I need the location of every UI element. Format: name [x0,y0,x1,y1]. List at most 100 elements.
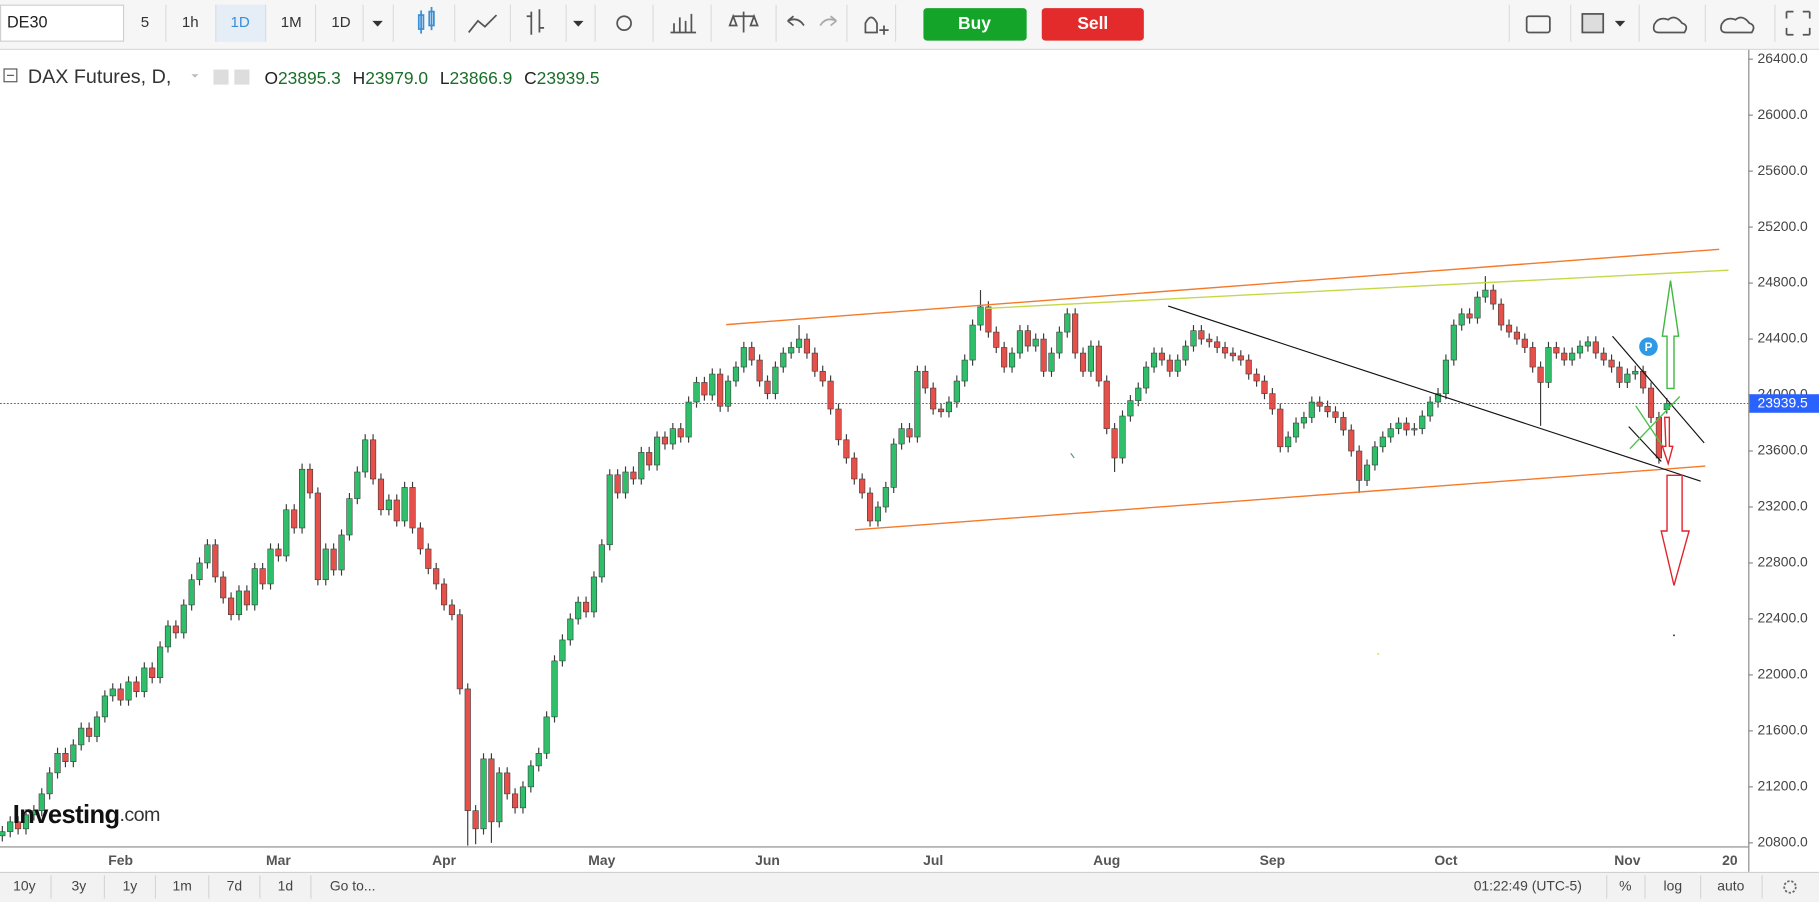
candle-body [701,382,708,396]
candle-body [464,688,471,811]
candle-body [1584,341,1591,347]
range-button[interactable]: 1y [123,878,138,894]
log-toggle[interactable]: log [1664,878,1683,894]
settings-icon[interactable] [1783,880,1797,894]
candle-body [638,452,645,480]
candle-body [717,373,724,407]
range-button[interactable]: 1m [172,878,191,894]
compare-icon[interactable] [728,11,759,33]
legend-icon[interactable] [213,69,229,85]
auto-toggle[interactable]: auto [1717,878,1744,894]
buy-button[interactable] [923,8,1027,41]
candle-body [772,366,779,394]
legend-dropdown[interactable] [191,74,199,78]
candle-body [1190,330,1197,347]
candle-body [977,306,984,326]
candle-body [1064,313,1071,333]
range-button[interactable]: 3y [72,878,87,894]
channel-line[interactable] [726,248,1720,326]
interval-button[interactable]: 1M [281,14,302,31]
resistance-line[interactable] [986,269,1729,310]
y-tick-label: 26000.0 [1758,106,1809,122]
candle-body [685,401,692,438]
candle-body [1024,330,1031,347]
interval-button[interactable]: 1D [231,14,250,31]
candle-body [1537,366,1544,383]
range-button[interactable]: 7d [227,878,242,894]
candle-body [653,436,661,466]
symbol-input[interactable] [0,4,125,42]
collapse-button[interactable] [3,68,18,83]
candle-body [1016,330,1024,354]
percent-toggle[interactable]: % [1619,878,1631,894]
dropdown-icon[interactable] [573,20,584,27]
trend-line[interactable] [1168,305,1701,482]
up-arrow[interactable] [1661,280,1680,390]
buy-label: Buy [958,13,991,33]
range-button[interactable]: 10y [13,878,35,894]
legend-ohlc: O23895.3 H23979.0 L23866.9 C23939.5 [264,67,599,87]
cross-line[interactable] [1635,405,1665,448]
trend-line[interactable] [1628,426,1662,462]
position-marker[interactable] [1639,337,1658,356]
dropdown-icon[interactable] [1614,20,1626,27]
candle-body [1103,380,1110,429]
cloud-save-icon[interactable] [1720,16,1755,34]
undo-icon[interactable] [787,15,805,27]
down-arrow[interactable] [1660,474,1690,586]
color-icon[interactable] [1581,13,1605,34]
candle-body [1608,359,1615,368]
candle-body [732,366,740,382]
candle-body [780,352,787,368]
last-price-box [1749,394,1819,413]
x-tick-label: Feb [108,852,133,868]
x-tick-label: Jun [755,852,780,868]
candle-body [906,428,913,438]
trend-line[interactable] [1612,335,1705,444]
redo-icon[interactable] [819,15,837,27]
candle-body [1056,331,1063,354]
range-button[interactable]: 1d [278,878,293,894]
dot [1377,652,1380,655]
candle-body [338,534,345,571]
candle-body [1616,366,1623,383]
candle-body [157,646,164,679]
candle-body [1600,352,1607,361]
candle-body [567,618,574,641]
candle-body [259,568,266,585]
interval-button[interactable]: 1h [182,14,199,31]
clock: 01:22:49 (UTC-5) [1474,878,1582,894]
candle-body [306,468,314,494]
alert-icon[interactable] [864,16,889,35]
candle-body [1072,313,1079,354]
cloud-load-icon[interactable] [1652,16,1688,34]
candle-body [7,821,14,832]
candles-icon[interactable] [417,6,435,34]
settings-icon[interactable] [616,15,632,32]
candle-body [417,527,424,550]
fullscreen-icon[interactable] [1785,10,1811,36]
candle-body [527,765,534,788]
indicators-icon[interactable] [670,13,697,34]
ohlc-value: 23979.0 [365,67,428,87]
sell-button[interactable] [1041,8,1144,41]
line-icon[interactable] [467,14,498,34]
candle-body [1008,352,1016,368]
camera-icon[interactable] [1525,15,1551,34]
candle-body [1277,408,1284,448]
candle-body [267,548,274,585]
goto-button[interactable]: Go to... [330,878,376,894]
down-arrow[interactable] [1661,416,1674,467]
y-tick-label: 23600.0 [1758,442,1809,458]
interval-button[interactable]: 5 [141,14,149,31]
legend-icon[interactable] [234,69,250,85]
dropdown-icon[interactable] [372,20,383,27]
bars-icon[interactable] [526,9,545,35]
channel-line[interactable] [854,465,1706,531]
candle-body [1111,428,1118,459]
toolbar-icons [417,6,1811,36]
candle-body [1363,464,1371,481]
interval-button[interactable]: 1D [331,14,350,31]
cross-line[interactable] [1629,396,1681,450]
